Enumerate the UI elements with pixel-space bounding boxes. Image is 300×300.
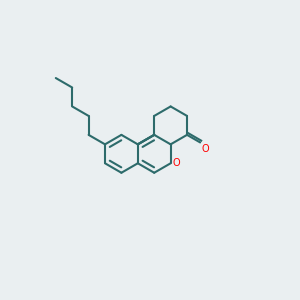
Text: O: O — [201, 144, 209, 154]
Text: O: O — [172, 158, 180, 168]
